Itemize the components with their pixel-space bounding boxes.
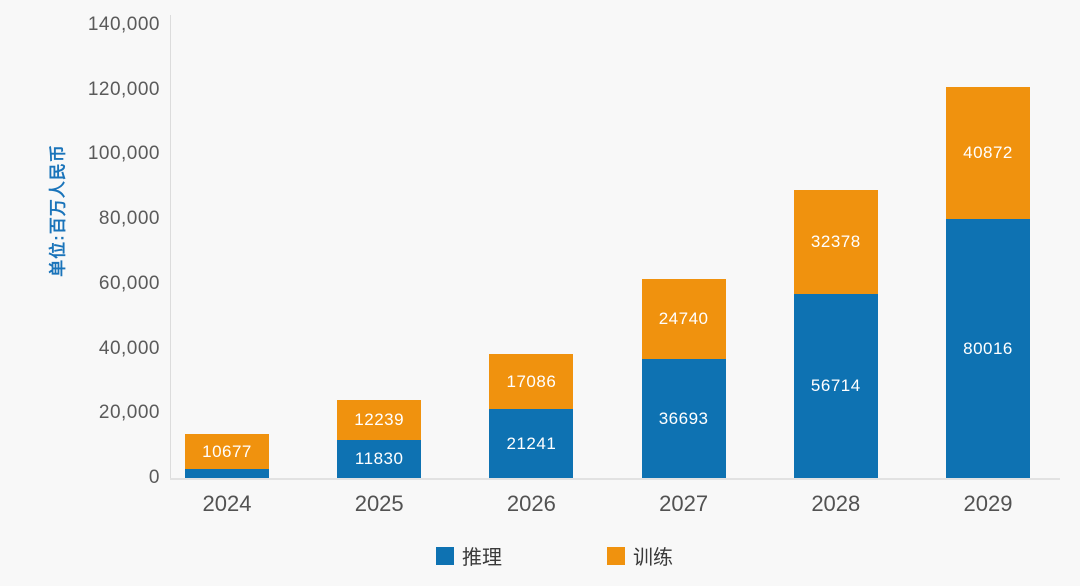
y-tick-label: 20,000 — [98, 402, 160, 424]
bar-segment-label: 12239 — [354, 409, 405, 429]
bar-segment-label: 56714 — [810, 376, 861, 396]
legend-label-inference: 推理 — [462, 547, 502, 569]
y-axis-line — [170, 15, 171, 479]
bar-2029-training: 40872 — [946, 86, 1030, 220]
y-tick-label: 60,000 — [98, 272, 160, 294]
bar-2027-training: 24740 — [641, 279, 726, 360]
bar-segment-label: 11830 — [354, 448, 404, 468]
bar-2028-training: 32378 — [793, 189, 878, 295]
y-tick-label: 40,000 — [98, 337, 160, 359]
bar-segment-label: 32378 — [810, 232, 861, 252]
x-tick-label: 2026 — [506, 491, 556, 516]
x-tick-label: 2028 — [811, 491, 861, 516]
x-tick-label: 2027 — [659, 491, 709, 516]
x-tick-label: 2025 — [354, 491, 404, 516]
bar-2026-training: 17086 — [489, 353, 574, 410]
bar-2029-inference: 80016 — [946, 219, 1030, 478]
legend-label-training: 训练 — [633, 547, 673, 569]
x-axis-line — [170, 478, 1060, 480]
bar-segment-label: 21241 — [506, 433, 557, 453]
bar-2027-inference: 36693 — [641, 359, 726, 478]
bar-2024-training: 10677 — [185, 434, 269, 469]
bar-2025-training: 12239 — [337, 400, 422, 440]
x-tick-label: 2024 — [202, 491, 252, 516]
y-tick-label: 80,000 — [98, 208, 160, 230]
bar-segment-label: 36693 — [658, 408, 709, 428]
y-tick-label: 100,000 — [87, 143, 160, 165]
bar-2028-inference: 56714 — [793, 294, 878, 478]
training-color-swatch — [607, 546, 625, 565]
legend: 推理 训练 — [0, 538, 1080, 570]
bar-segment-label: 17086 — [506, 371, 557, 391]
bar-2025-inference: 11830 — [337, 439, 422, 478]
bar-2026-inference: 21241 — [489, 409, 574, 478]
bar-segment-label: 40872 — [963, 142, 1013, 162]
y-tick-label: 120,000 — [87, 78, 160, 100]
bar-2024-inference — [185, 468, 269, 478]
legend-item-inference: 推理 — [436, 541, 502, 570]
y-tick-label: 140,000 — [87, 14, 160, 35]
legend-item-training: 训练 — [607, 541, 673, 570]
bar-segment-label: 24740 — [658, 309, 709, 329]
bar-segment-label: 10677 — [202, 441, 252, 461]
bar-segment-label: 80016 — [963, 338, 1013, 358]
x-tick-label: 2029 — [963, 491, 1013, 516]
inference-color-swatch — [436, 546, 454, 565]
y-tick-label: 0 — [148, 467, 160, 488]
